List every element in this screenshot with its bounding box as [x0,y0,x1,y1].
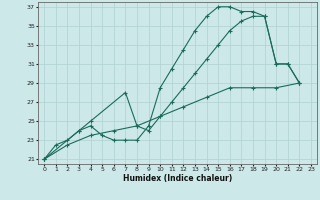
X-axis label: Humidex (Indice chaleur): Humidex (Indice chaleur) [123,174,232,183]
